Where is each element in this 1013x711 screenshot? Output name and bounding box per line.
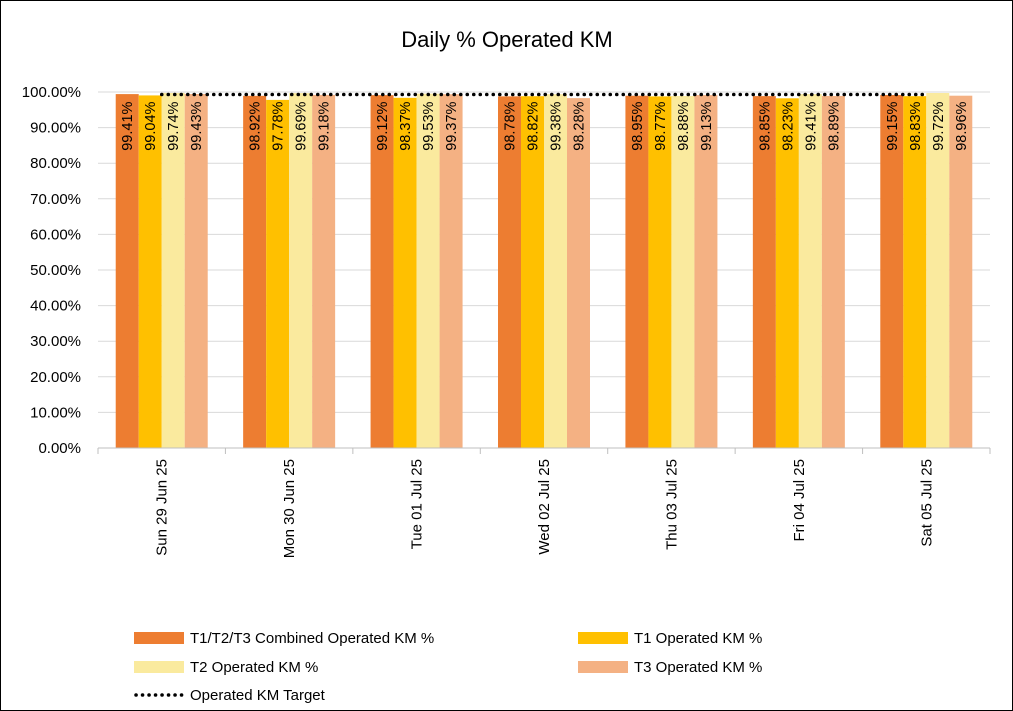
x-category-label: Thu 03 Jul 25 [663, 459, 680, 550]
y-tick-label: 80.00% [30, 155, 81, 172]
x-category-label: Mon 30 Jun 25 [281, 459, 298, 558]
data-label: 99.18% [317, 101, 333, 150]
bar [671, 95, 695, 449]
data-label: 99.37% [444, 101, 460, 150]
bar [243, 95, 267, 449]
bar [115, 94, 139, 448]
x-category-label: Tue 01 Jul 25 [409, 459, 426, 549]
bar [289, 93, 313, 448]
bar [880, 95, 904, 448]
bar [625, 95, 649, 448]
y-tick-label: 70.00% [30, 191, 81, 208]
data-label: 98.83% [908, 101, 924, 150]
data-label: 98.77% [653, 101, 669, 150]
data-label: 98.28% [572, 101, 588, 150]
legend: T1/T2/T3 Combined Operated KM % T1 Operat… [134, 630, 762, 704]
data-labels: 99.41% 99.04% 99.74% 99.43% 98.92% 97.78% 99.6… [120, 101, 970, 150]
x-axis [97, 447, 991, 454]
legend-label: T3 Operated KM % [634, 659, 762, 676]
data-label: 99.38% [549, 101, 565, 150]
data-label: 98.85% [757, 101, 773, 150]
bar [798, 94, 822, 448]
bar [903, 96, 927, 449]
bar [161, 92, 185, 448]
legend-label: T1 Operated KM % [634, 630, 762, 647]
data-label: 99.41% [120, 101, 136, 150]
y-tick-label: 100.00% [22, 84, 81, 101]
data-label: 99.12% [375, 101, 391, 150]
data-label: 98.78% [503, 101, 519, 150]
legend-swatch [578, 632, 628, 644]
bar [521, 96, 544, 448]
legend-swatch [134, 632, 184, 644]
bar [821, 95, 845, 448]
bar [370, 95, 394, 448]
bar [439, 94, 463, 448]
y-tick-label: 90.00% [30, 120, 81, 137]
data-label: 99.43% [189, 101, 205, 150]
x-category-label: Wed 02 Jul 25 [536, 459, 553, 555]
y-tick-label: 0.00% [38, 440, 81, 457]
bar [775, 98, 799, 448]
bar [694, 95, 718, 448]
data-label: 98.23% [780, 101, 796, 150]
data-label: 98.89% [826, 101, 842, 150]
y-tick-label: 50.00% [30, 262, 81, 279]
bar [544, 94, 567, 448]
data-label: 98.96% [954, 101, 970, 150]
legend-label: Operated KM Target [190, 687, 326, 704]
bar [648, 96, 672, 449]
data-label: 99.72% [931, 101, 947, 150]
data-label: 99.04% [143, 101, 159, 150]
chart-title: Daily % Operated KM [401, 27, 613, 52]
data-label: 99.15% [885, 101, 901, 150]
data-label: 98.37% [398, 101, 414, 150]
x-category-label: Sun 29 Jun 25 [154, 459, 171, 556]
bar [393, 97, 417, 449]
x-axis-category-labels: Sun 29 Jun 25 Mon 30 Jun 25 Tue 01 Jul 25 W… [154, 459, 936, 558]
bar [926, 92, 950, 449]
y-tick-label: 40.00% [30, 298, 81, 315]
x-category-label: Sat 05 Jul 25 [918, 459, 935, 547]
data-label: 99.74% [166, 101, 182, 150]
bar [416, 93, 440, 448]
bar [567, 98, 590, 448]
y-tick-label: 20.00% [30, 369, 81, 386]
bar [949, 95, 973, 449]
bars [115, 92, 973, 449]
y-tick-label: 10.00% [30, 404, 81, 421]
y-tick-label: 30.00% [30, 333, 81, 350]
x-category-label: Fri 04 Jul 25 [791, 459, 808, 542]
legend-label: T2 Operated KM % [190, 659, 318, 676]
data-label: 99.41% [803, 101, 819, 150]
data-label: 99.69% [294, 101, 310, 150]
data-label: 98.82% [526, 101, 542, 150]
bar [498, 96, 521, 448]
data-label: 99.13% [699, 101, 715, 150]
data-label: 97.78% [271, 101, 287, 150]
data-label: 98.95% [630, 101, 646, 150]
bar [184, 94, 208, 448]
y-axis-tick-labels: 0.00% 10.00% 20.00% 30.00% 40.00% 50.00% 60.00… [22, 84, 81, 457]
legend-swatch [134, 661, 184, 673]
legend-swatch [578, 661, 628, 673]
legend-label: T1/T2/T3 Combined Operated KM % [190, 630, 434, 647]
bar [752, 96, 776, 449]
y-tick-label: 60.00% [30, 226, 81, 243]
bar [312, 94, 336, 449]
data-label: 98.92% [248, 101, 264, 150]
bar [266, 99, 290, 448]
data-label: 98.88% [676, 101, 692, 150]
data-label: 99.53% [421, 101, 437, 150]
bar [138, 95, 162, 448]
